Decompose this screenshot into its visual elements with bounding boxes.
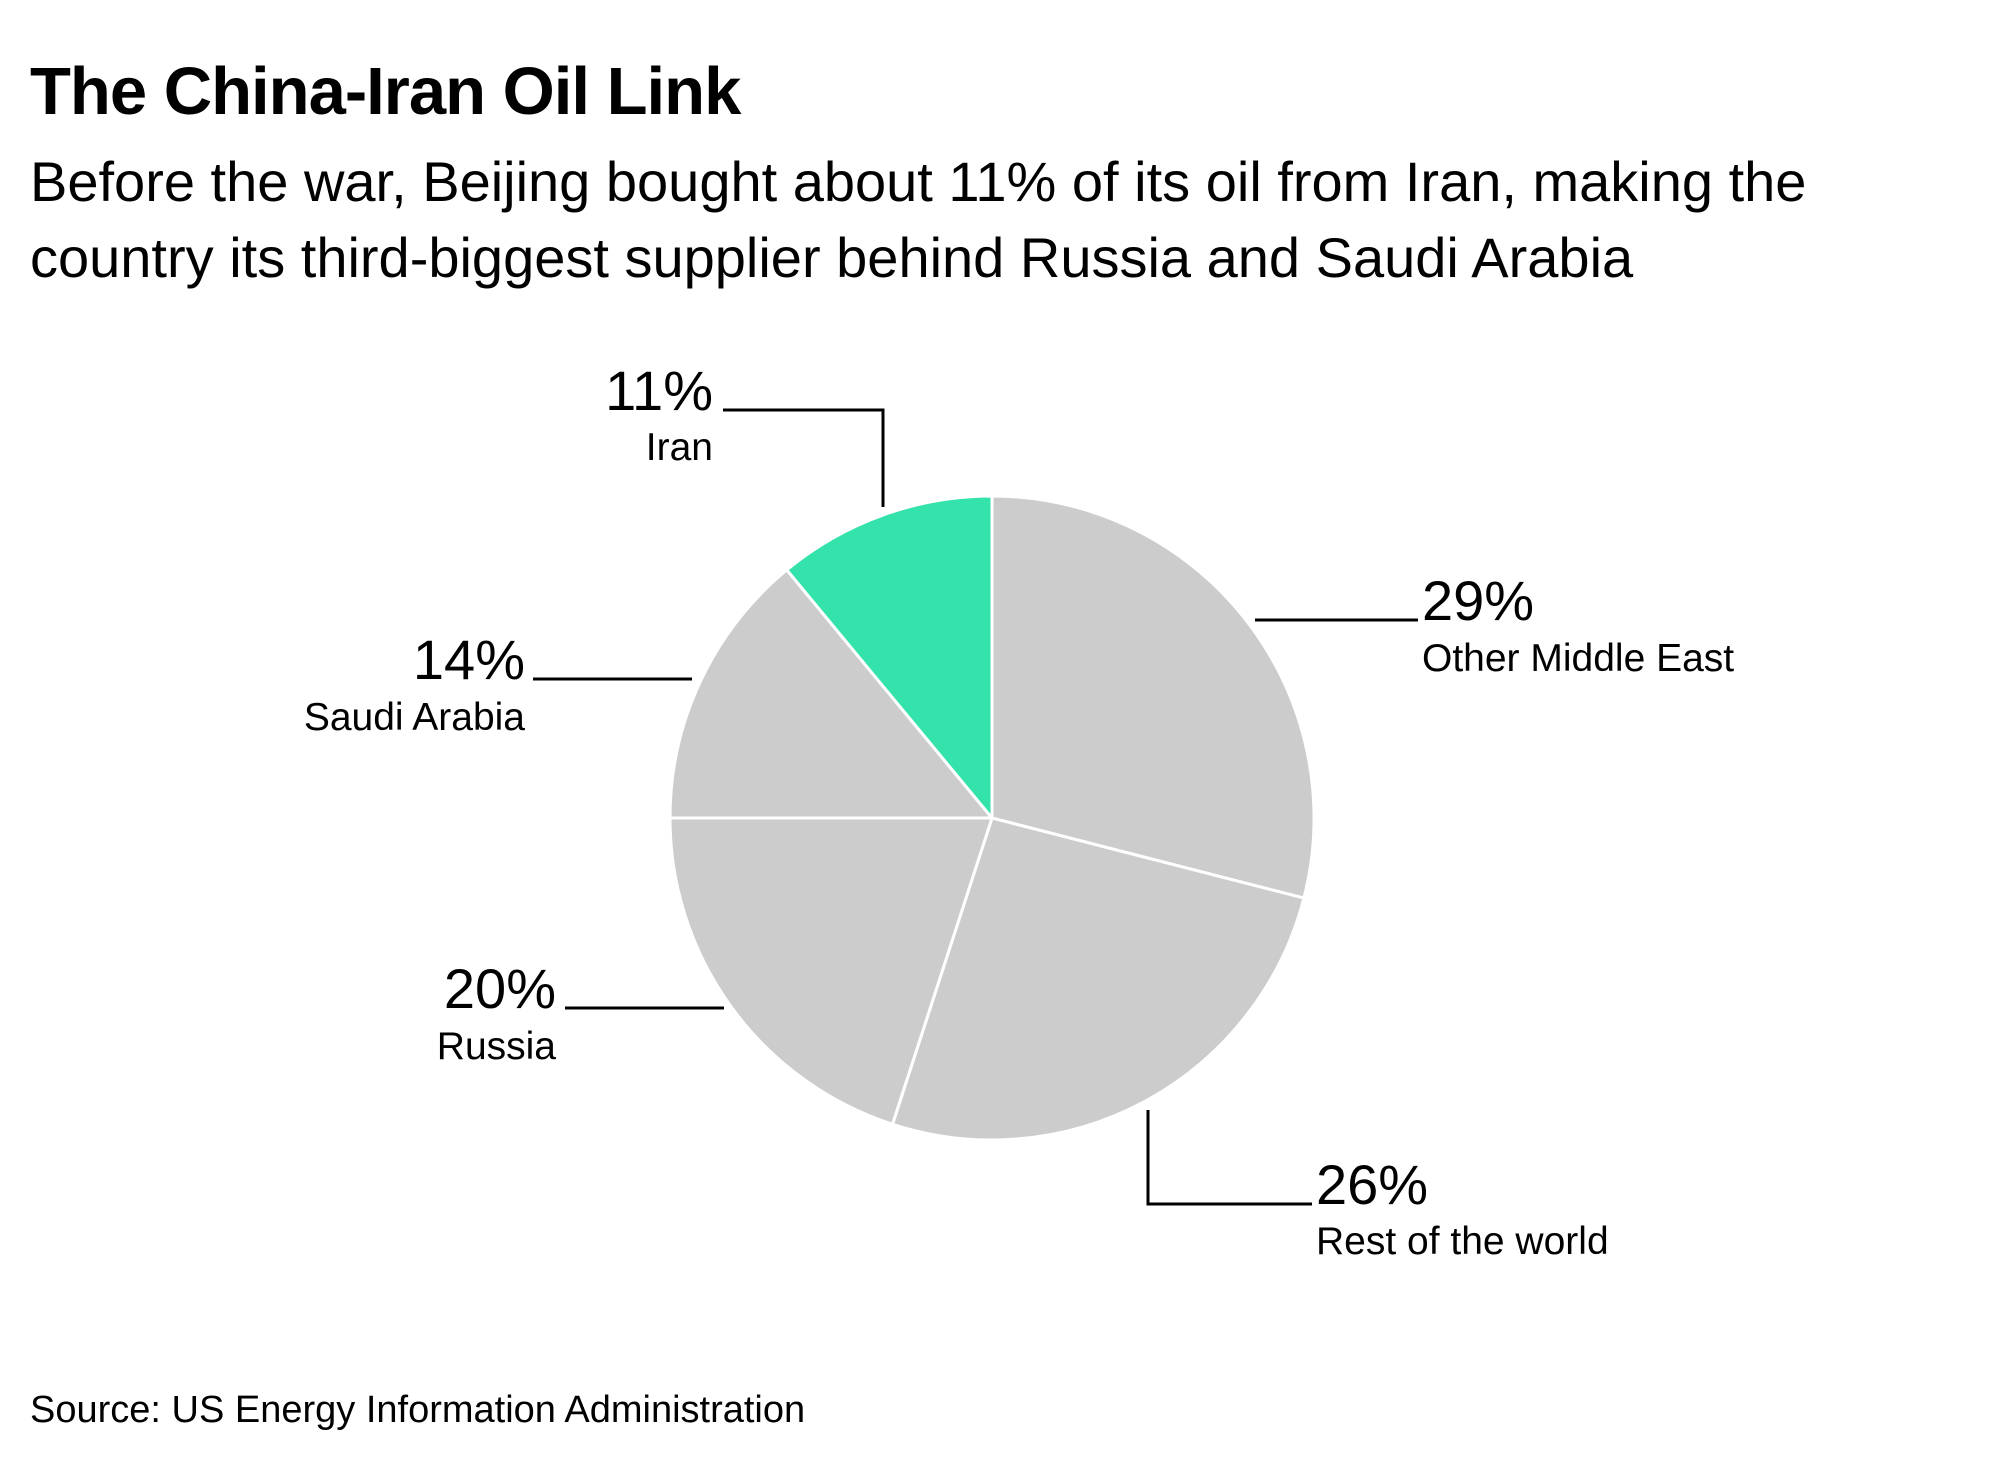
slice-value-label-saudi-arabia: 14% xyxy=(413,628,525,691)
slice-labels: 29% Other Middle East 26%Rest of the world… xyxy=(304,359,1734,1263)
pie-slice-rest-of-the-world xyxy=(891,816,1306,1142)
slice-value-label-iran: 11% xyxy=(605,359,713,422)
leader-lines xyxy=(533,408,1418,1206)
pie-slice-russia xyxy=(668,816,994,1126)
slice-value-label-other-middle-east: 29% xyxy=(1422,569,1534,632)
slice-value-label-rest-of-the-world: 26% xyxy=(1316,1153,1428,1216)
slice-category-label-saudi-arabia: Saudi Arabia xyxy=(304,696,525,739)
leader-line-iran xyxy=(723,408,885,507)
slice-category-label-russia: Russia xyxy=(437,1025,557,1068)
chart-title: The China-Iran Oil Link xyxy=(30,54,741,129)
chart-subtitle: Before the war, Beijing bought about 11%… xyxy=(30,150,1807,289)
source-note: Source: US Energy Information Administra… xyxy=(30,1389,806,1431)
pie-chart: 29% Other Middle East 26%Rest of the world… xyxy=(304,359,1734,1263)
slice-category-label-rest-of-the-world: Rest of the world xyxy=(1316,1220,1609,1263)
slice-category-label-other-middle-east: Other Middle East xyxy=(1422,637,1734,680)
slice-category-label-iran: Iran xyxy=(646,426,713,469)
slice-value-label-russia: 20% xyxy=(444,957,556,1020)
pie-slice-other-middle-east xyxy=(990,494,1316,900)
pie-slices xyxy=(668,494,1316,1142)
pie-slice-saudi-arabia xyxy=(668,568,994,820)
leader-line-rest-of-the-world xyxy=(1146,1110,1312,1206)
pie-slice-iran xyxy=(785,494,994,820)
